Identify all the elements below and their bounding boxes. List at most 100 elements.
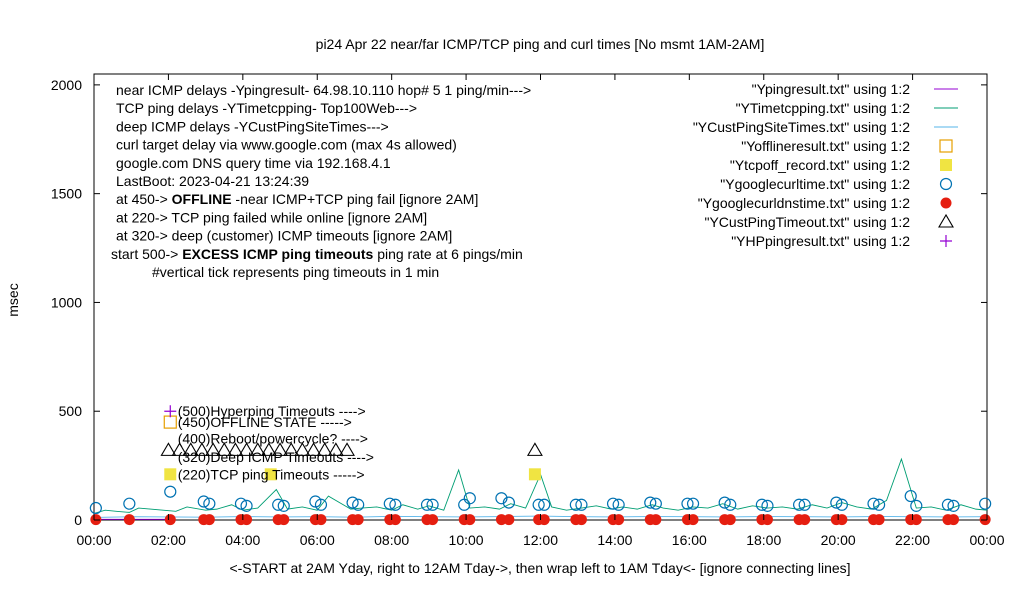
series-layer (89, 405, 992, 526)
series-5-point (835, 498, 848, 511)
x-tick-label: 14:00 (597, 532, 632, 548)
series-4-point (528, 468, 541, 481)
series-5-point (872, 498, 886, 511)
annotation-label: (400)Reboot/powercycle? ----> (178, 430, 368, 446)
x-tick-label: 02:00 (151, 532, 186, 548)
series-7-point (283, 442, 300, 456)
annotations: (500)Hyperping Timeouts ---->(450)OFFLIN… (178, 403, 374, 482)
info-line-bold: OFFLINE (172, 191, 232, 207)
legend-label: "YHPpingresult.txt" using 1:2 (731, 233, 910, 249)
series-5-point (495, 492, 508, 505)
x-tick-label: 16:00 (672, 532, 707, 548)
axis-ticks: 00:00 02:00 04:00 06:00 08:00 10:00 12:00 14:00… (51, 74, 1005, 548)
series-5-point (649, 497, 662, 510)
legend-label: "Yofflineresult.txt" using 1:2 (741, 138, 910, 154)
y-tick-label: 0 (74, 512, 82, 528)
series-6-point (613, 514, 625, 526)
series-5-point (606, 497, 620, 510)
series-5-point (463, 492, 476, 505)
legend-label: "YCustPingTimeout.txt" using 1:2 (704, 214, 910, 230)
series-5-point (502, 496, 515, 509)
y-tick-label: 2000 (51, 77, 82, 93)
series-7-point (294, 442, 311, 456)
legend-swatch (938, 213, 954, 228)
legend-label: "Ypingresult.txt" using 1:2 (752, 81, 911, 97)
series-5-point (612, 498, 625, 511)
series-6-point (427, 514, 439, 526)
series-7-point (182, 442, 199, 456)
x-tick-label: 18:00 (746, 532, 781, 548)
series-6-point (575, 514, 587, 526)
series-6-point (315, 514, 327, 526)
series-7-point (327, 442, 344, 456)
series-6-point (241, 514, 253, 526)
series-5-point (426, 498, 439, 511)
series-6-point (687, 514, 699, 526)
series-5-point (203, 497, 216, 510)
series-8-point (164, 405, 177, 418)
legend-label: "Ytcpoff_record.txt" using 1:2 (730, 157, 910, 173)
series-7-point (249, 442, 266, 456)
info-line: google.com DNS query time via 192.168.4.… (116, 155, 391, 171)
series-7-point (339, 442, 355, 456)
info-line: near ICMP delays -Ypingresult- 64.98.10.… (116, 82, 531, 98)
annotation-label: (220)TCP ping Timeouts -----> (178, 466, 365, 482)
series-5-point (89, 501, 102, 515)
annotation-label: (500)Hyperping Timeouts ----> (178, 403, 366, 419)
series-5-point (792, 498, 806, 511)
y-tick-label: 500 (59, 403, 83, 419)
series-5-point (569, 498, 582, 511)
series-5-point (277, 499, 290, 512)
legend-label: "YTimetcpping.txt" using 1:2 (736, 100, 911, 116)
series-7-point (193, 442, 210, 456)
info-line-post: ping rate at 6 pings/min (373, 246, 522, 262)
series-6-point (503, 514, 515, 526)
info-line-pre: start 500-> (111, 246, 182, 262)
series-7-point (238, 442, 255, 456)
legend-swatch (940, 197, 952, 209)
legend-swatch (939, 139, 953, 153)
x-tick-label: 20:00 (821, 532, 856, 548)
legend-label: "YCustPingSiteTimes.txt" using 1:2 (693, 119, 910, 135)
series-5-point (830, 496, 843, 509)
series-5-point (352, 498, 365, 511)
series-6-point (836, 514, 848, 526)
y-axis-label: msec (5, 283, 21, 316)
series-7-point (526, 442, 543, 456)
series-5-point (941, 498, 955, 511)
x-tick-label: 10:00 (449, 532, 484, 548)
series-6-point (389, 514, 401, 526)
x-tick-label: 00:00 (76, 532, 111, 548)
series-5-point (532, 498, 545, 511)
x-tick-label: 22:00 (895, 532, 930, 548)
series-5-point (681, 497, 694, 510)
info-line: at 220-> TCP ping failed while online [i… (116, 209, 427, 225)
info-line: TCP ping delays -YTimetcpping- Top100Web… (116, 100, 417, 116)
series-5-point (867, 497, 880, 510)
annotation-label: (320)Deep ICMP Timeouts ----> (178, 449, 374, 465)
legend: "Ypingresult.txt" using 1:2 "YTimetcpping… (693, 81, 958, 249)
series-7-point (305, 442, 322, 456)
series-6-point (799, 514, 811, 526)
series-7-point (205, 442, 222, 456)
series-5-point (724, 498, 737, 511)
series-5-point (947, 499, 960, 512)
series-5-point (240, 499, 253, 512)
series-5-point (197, 495, 210, 508)
info-line-pre: at 450-> (116, 191, 172, 207)
series-5-point (346, 496, 359, 509)
series-7-point (171, 442, 188, 456)
series-7-point (216, 442, 233, 456)
x-axis-label: <-START at 2AM Yday, right to 12AM Tday-… (229, 560, 850, 576)
x-tick-label: 00:00 (969, 532, 1004, 548)
series-6-point (761, 514, 773, 526)
series-5-point (979, 497, 992, 510)
y-tick-label: 1500 (51, 186, 82, 202)
series-6-point (164, 514, 176, 526)
series-4-point (264, 468, 277, 481)
series-5-point (164, 485, 177, 498)
legend-swatch (940, 235, 952, 247)
legend-swatch (940, 159, 952, 171)
series-6-point (910, 514, 922, 526)
